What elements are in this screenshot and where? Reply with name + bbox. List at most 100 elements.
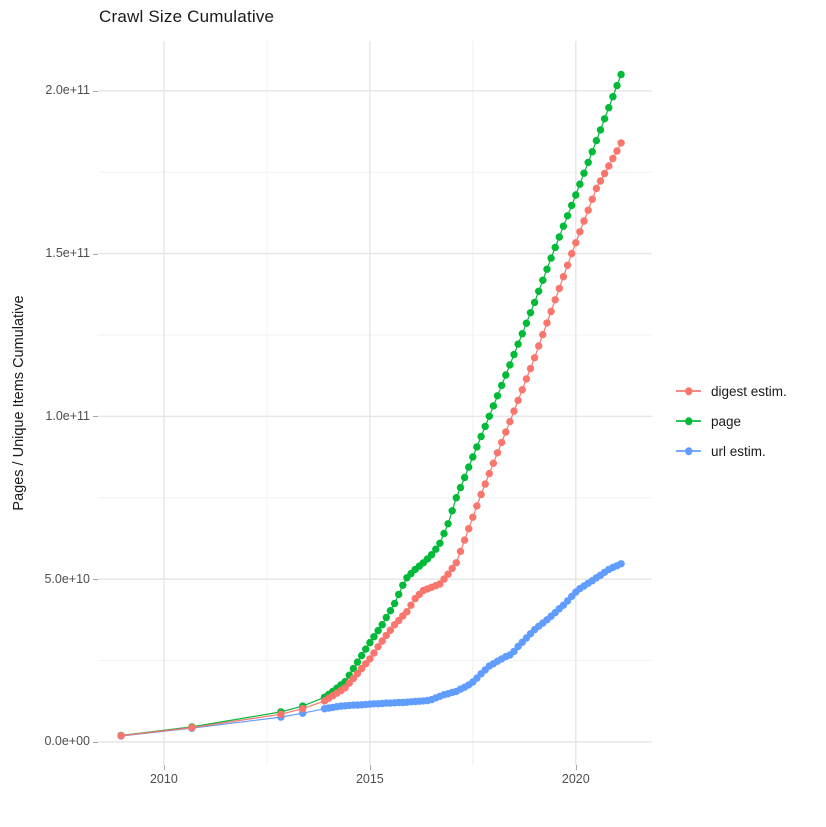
legend-key-page-icon: [676, 416, 701, 426]
data-point-page: [522, 319, 531, 327]
x-tick-label: 2020: [561, 772, 590, 786]
data-point-page: [353, 658, 362, 666]
data-point-page: [395, 590, 403, 599]
data-point-digest-estim: [357, 664, 366, 673]
data-point-digest-estim: [530, 354, 539, 362]
data-point-digest-estim: [188, 723, 196, 732]
legend: digest estim. page url estim.: [676, 376, 787, 466]
data-point-page: [510, 350, 518, 359]
data-point-digest-estim: [518, 386, 526, 394]
series-page: [117, 70, 625, 740]
legend-key-digest-estim-icon: [676, 386, 701, 396]
data-point-page: [481, 422, 489, 431]
data-point-page: [390, 599, 399, 608]
data-point-digest-estim: [617, 139, 625, 147]
data-point-page: [502, 371, 510, 379]
x-tick-mark: [163, 765, 165, 770]
data-point-digest-estim: [477, 490, 485, 499]
data-point-page: [559, 222, 568, 230]
data-point-digest-estim: [613, 147, 621, 155]
data-point-digest-estim: [584, 206, 592, 214]
data-point-page: [592, 136, 601, 145]
data-point-page: [370, 633, 378, 641]
data-point-page: [362, 645, 370, 653]
y-tick-label: 1.0e+11: [45, 408, 90, 423]
data-point-url-estim: [510, 647, 518, 656]
data-point-page: [382, 613, 390, 622]
data-point-page: [477, 432, 485, 441]
data-point-page: [448, 507, 456, 515]
data-point-digest-estim: [547, 307, 555, 316]
data-point-digest-estim: [436, 580, 444, 588]
data-point-page: [580, 169, 588, 177]
x-tick-mark: [369, 765, 371, 770]
data-point-page: [374, 626, 382, 635]
data-point-page: [436, 539, 444, 547]
legend-item-digest-estim: digest estim.: [676, 376, 787, 406]
y-tick-label: 1.5e+11: [45, 246, 90, 261]
data-point-digest-estim: [580, 217, 588, 225]
data-point-page: [588, 148, 596, 156]
data-point-page: [469, 453, 477, 461]
data-point-digest-estim: [460, 536, 469, 544]
plot-panel: [98, 41, 652, 765]
data-point-page: [349, 664, 358, 673]
legend-label-page: page: [711, 413, 742, 429]
data-point-digest-estim: [543, 319, 551, 327]
data-point-digest-estim: [448, 564, 456, 573]
series-line-url-estim: [121, 563, 622, 737]
data-point-digest-estim: [539, 330, 547, 339]
data-point-page: [427, 551, 436, 559]
data-point-digest-estim: [563, 261, 572, 269]
data-point-page: [600, 115, 609, 123]
data-point-page: [535, 287, 543, 295]
data-point-page: [460, 473, 469, 482]
chart-title: Crawl Size Cumulative: [99, 7, 275, 26]
legend-key-dot: [684, 417, 693, 425]
data-point-digest-estim: [366, 655, 374, 663]
data-point-page: [584, 158, 592, 167]
data-point-digest-estim: [510, 407, 518, 415]
data-point-digest-estim: [535, 342, 543, 350]
data-point-page: [547, 254, 555, 262]
data-point-page: [366, 638, 374, 647]
data-point-page: [543, 265, 551, 273]
data-point-digest-estim: [382, 631, 390, 640]
data-point-page: [378, 621, 386, 629]
data-point-digest-estim: [568, 249, 576, 258]
data-point-digest-estim: [526, 364, 535, 373]
data-point-digest-estim: [473, 502, 481, 510]
data-point-digest-estim: [522, 375, 531, 383]
data-point-page: [576, 180, 584, 188]
data-point-digest-estim: [609, 154, 617, 163]
data-point-digest-estim: [386, 626, 395, 634]
data-point-page: [526, 309, 535, 317]
data-point-page: [485, 412, 493, 420]
data-point-page: [506, 361, 514, 369]
data-point-page: [609, 93, 617, 101]
data-point-digest-estim: [444, 570, 452, 578]
data-point-digest-estim: [407, 601, 415, 609]
data-point-digest-estim: [362, 660, 370, 668]
data-point-page: [444, 520, 452, 528]
data-point-digest-estim: [370, 649, 378, 657]
y-tick-mark: [93, 741, 98, 743]
data-point-digest-estim: [600, 169, 609, 178]
data-point-digest-estim: [596, 177, 605, 185]
x-tick-mark: [575, 765, 577, 770]
data-point-page: [498, 381, 506, 390]
data-point-digest-estim: [485, 469, 493, 478]
x-tick-label: 2015: [355, 772, 384, 786]
data-point-page: [518, 330, 526, 338]
data-point-digest-estim: [378, 637, 386, 645]
data-point-digest-estim: [456, 547, 465, 556]
data-point-page: [596, 126, 605, 134]
data-point-page: [357, 651, 366, 660]
data-point-page: [563, 212, 572, 220]
data-point-page: [399, 581, 407, 589]
data-point-digest-estim: [506, 417, 514, 426]
legend-key-dot: [684, 387, 693, 395]
data-point-digest-estim: [299, 705, 307, 713]
data-point-digest-estim: [576, 228, 584, 236]
data-point-page: [473, 443, 481, 451]
